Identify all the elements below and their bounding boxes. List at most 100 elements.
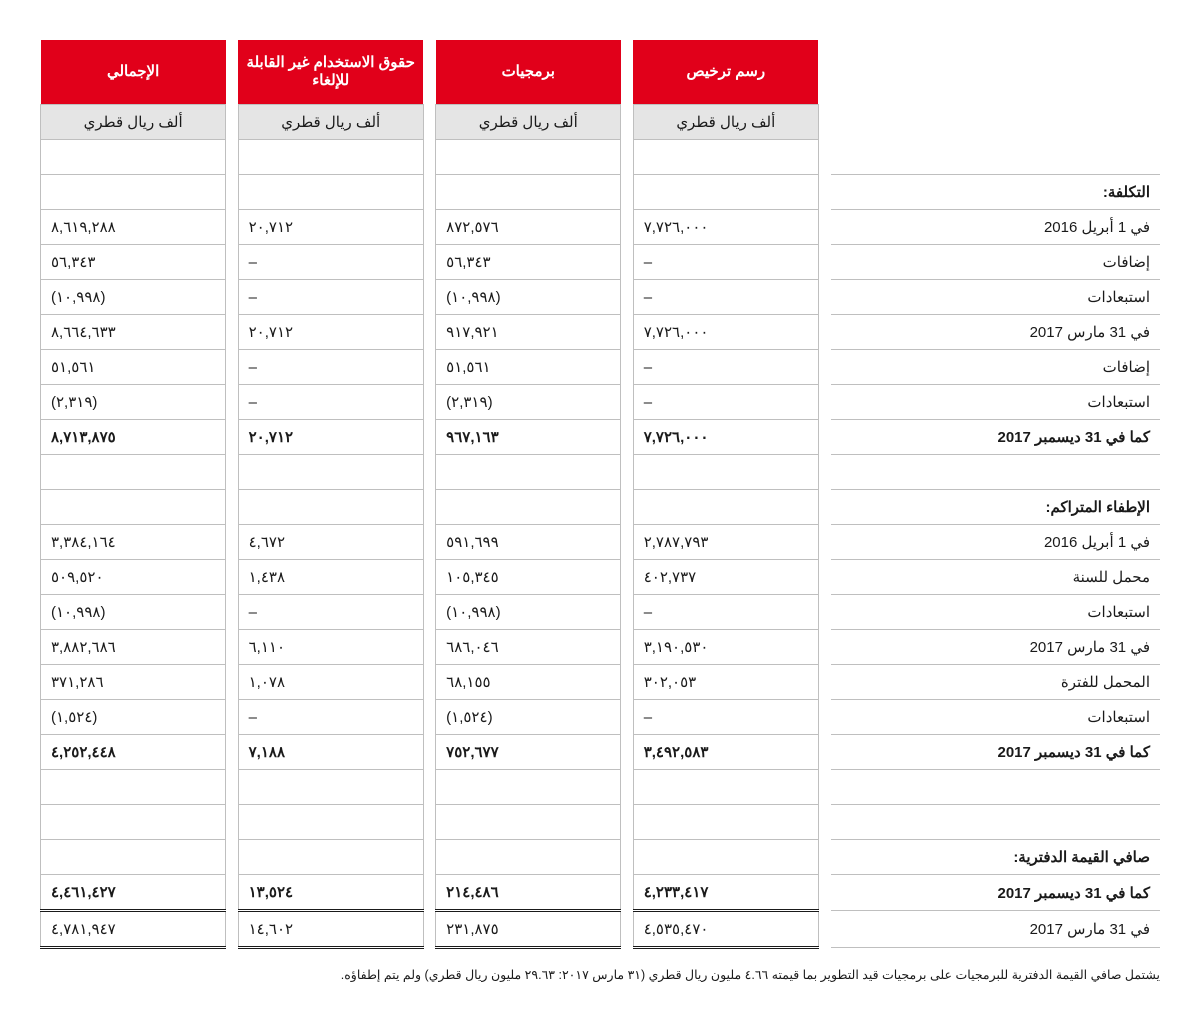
cell: ٦٨٦,٠٤٦ — [436, 630, 621, 665]
row-label: في 31 مارس 2017 — [831, 911, 1160, 948]
row-label: كما في 31 ديسمبر 2017 — [831, 735, 1160, 770]
cell: ٤,٦٧٢ — [238, 525, 423, 560]
cell: (١٠,٩٩٨) — [436, 280, 621, 315]
unit-label: ألف ريال قطري — [238, 105, 423, 140]
table-row: استبعادات – (١٠,٩٩٨) – (١٠,٩٩٨) — [41, 280, 1161, 315]
col-header-software: برمجيات — [436, 40, 621, 105]
spacer-row — [41, 805, 1161, 840]
row-label: إضافات — [831, 245, 1160, 280]
cell: – — [633, 350, 818, 385]
spacer-row — [41, 770, 1161, 805]
nbv-row: في 31 مارس 2017 ٤,٥٣٥,٤٧٠ ٢٣١,٨٧٥ ١٤,٦٠٢… — [41, 911, 1161, 948]
cell: ٥١,٥٦١ — [41, 350, 226, 385]
col-header-total: الإجمالي — [41, 40, 226, 105]
cell: ٤,٧٨١,٩٤٧ — [41, 911, 226, 948]
row-label: في 31 مارس 2017 — [831, 630, 1160, 665]
cell: – — [238, 385, 423, 420]
cell: – — [238, 245, 423, 280]
section-cost: التكلفة: — [41, 175, 1161, 210]
cell: (١,٥٢٤) — [436, 700, 621, 735]
cell: ١,٤٣٨ — [238, 560, 423, 595]
total-row: كما في 31 ديسمبر 2017 ٧,٧٢٦,٠٠٠ ٩٦٧,١٦٣ … — [41, 420, 1161, 455]
table-row: في 1 أبريل 2016 ٧,٧٢٦,٠٠٠ ٨٧٢,٥٧٦ ٢٠,٧١٢… — [41, 210, 1161, 245]
cell: ٧,٧٢٦,٠٠٠ — [633, 420, 818, 455]
cell: – — [633, 700, 818, 735]
row-label: محمل للسنة — [831, 560, 1160, 595]
cell: ٣,٣٨٤,١٦٤ — [41, 525, 226, 560]
cell: ٦٨,١٥٥ — [436, 665, 621, 700]
unit-label: ألف ريال قطري — [633, 105, 818, 140]
row-label: في 1 أبريل 2016 — [831, 210, 1160, 245]
spacer-row — [41, 455, 1161, 490]
header-row: رسم ترخيص برمجيات حقوق الاستخدام غير الق… — [41, 40, 1161, 105]
table-row: استبعادات – (٢,٣١٩) – (٢,٣١٩) — [41, 385, 1161, 420]
unit-label: ألف ريال قطري — [436, 105, 621, 140]
cell: – — [633, 385, 818, 420]
section-nbv: صافي القيمة الدفترية: — [41, 840, 1161, 875]
row-label: المحمل للفترة — [831, 665, 1160, 700]
cell: ٢٠,٧١٢ — [238, 420, 423, 455]
cell: ٧,٧٢٦,٠٠٠ — [633, 210, 818, 245]
table-row: استبعادات – (١,٥٢٤) – (١,٥٢٤) — [41, 700, 1161, 735]
table-row: في 31 مارس 2017 ٧,٧٢٦,٠٠٠ ٩١٧,٩٢١ ٢٠,٧١٢… — [41, 315, 1161, 350]
section-label: التكلفة: — [831, 175, 1160, 210]
cell: ٣,٤٩٢,٥٨٣ — [633, 735, 818, 770]
cell: ٤,٤٦١,٤٢٧ — [41, 875, 226, 911]
row-label: استبعادات — [831, 595, 1160, 630]
nbv-row: كما في 31 ديسمبر 2017 ٤,٢٣٣,٤١٧ ٢١٤,٤٨٦ … — [41, 875, 1161, 911]
cell: (١,٥٢٤) — [41, 700, 226, 735]
row-label: كما في 31 ديسمبر 2017 — [831, 420, 1160, 455]
cell: – — [238, 280, 423, 315]
table-row: في 31 مارس 2017 ٣,١٩٠,٥٣٠ ٦٨٦,٠٤٦ ٦,١١٠ … — [41, 630, 1161, 665]
cell: (١٠,٩٩٨) — [436, 595, 621, 630]
cell: ٥٩١,٦٩٩ — [436, 525, 621, 560]
cell: ٧٥٢,٦٧٧ — [436, 735, 621, 770]
cell: ٨,٦١٩,٢٨٨ — [41, 210, 226, 245]
cell: ٢٠,٧١٢ — [238, 210, 423, 245]
cell: ٣٠٢,٠٥٣ — [633, 665, 818, 700]
cell: ٨٧٢,٥٧٦ — [436, 210, 621, 245]
row-label: إضافات — [831, 350, 1160, 385]
cell: ٧,١٨٨ — [238, 735, 423, 770]
cell: – — [633, 245, 818, 280]
cell: ٩٦٧,١٦٣ — [436, 420, 621, 455]
cell: ١٣,٥٢٤ — [238, 875, 423, 911]
cell: ٧,٧٢٦,٠٠٠ — [633, 315, 818, 350]
cell: – — [238, 350, 423, 385]
cell: (١٠,٩٩٨) — [41, 595, 226, 630]
row-label: في 1 أبريل 2016 — [831, 525, 1160, 560]
cell: – — [238, 700, 423, 735]
cell: ٥٦,٣٤٣ — [436, 245, 621, 280]
cell: ١٠٥,٣٤٥ — [436, 560, 621, 595]
cell: ٢٠,٧١٢ — [238, 315, 423, 350]
cell: ٨,٧١٣,٨٧٥ — [41, 420, 226, 455]
cell: ٥١,٥٦١ — [436, 350, 621, 385]
cell: ٦,١١٠ — [238, 630, 423, 665]
footnote: يشتمل صافي القيمة الدفترية للبرمجيات على… — [40, 967, 1160, 982]
cell: ٢٣١,٨٧٥ — [436, 911, 621, 948]
intangible-assets-table: رسم ترخيص برمجيات حقوق الاستخدام غير الق… — [40, 40, 1160, 949]
cell: ٣٧١,٢٨٦ — [41, 665, 226, 700]
cell: ٤,٥٣٥,٤٧٠ — [633, 911, 818, 948]
cell: (٢,٣١٩) — [41, 385, 226, 420]
cell: ٣,١٩٠,٥٣٠ — [633, 630, 818, 665]
cell: ٣,٨٨٢,٦٨٦ — [41, 630, 226, 665]
table-row: استبعادات – (١٠,٩٩٨) – (١٠,٩٩٨) — [41, 595, 1161, 630]
table-row: في 1 أبريل 2016 ٢,٧٨٧,٧٩٣ ٥٩١,٦٩٩ ٤,٦٧٢ … — [41, 525, 1161, 560]
section-amort: الإطفاء المتراكم: — [41, 490, 1161, 525]
row-label: استبعادات — [831, 280, 1160, 315]
cell: – — [633, 595, 818, 630]
row-label: استبعادات — [831, 700, 1160, 735]
spacer-row — [41, 140, 1161, 175]
subheader-row: ألف ريال قطري ألف ريال قطري ألف ريال قطر… — [41, 105, 1161, 140]
cell: ٤,٢٣٣,٤١٧ — [633, 875, 818, 911]
section-label: صافي القيمة الدفترية: — [831, 840, 1160, 875]
row-label: استبعادات — [831, 385, 1160, 420]
cell: ٥٠٩,٥٢٠ — [41, 560, 226, 595]
row-label: في 31 مارس 2017 — [831, 315, 1160, 350]
section-label: الإطفاء المتراكم: — [831, 490, 1160, 525]
cell: (٢,٣١٩) — [436, 385, 621, 420]
cell: ٨,٦٦٤,٦٣٣ — [41, 315, 226, 350]
table-row: إضافات – ٥٦,٣٤٣ – ٥٦,٣٤٣ — [41, 245, 1161, 280]
cell: ٩١٧,٩٢١ — [436, 315, 621, 350]
